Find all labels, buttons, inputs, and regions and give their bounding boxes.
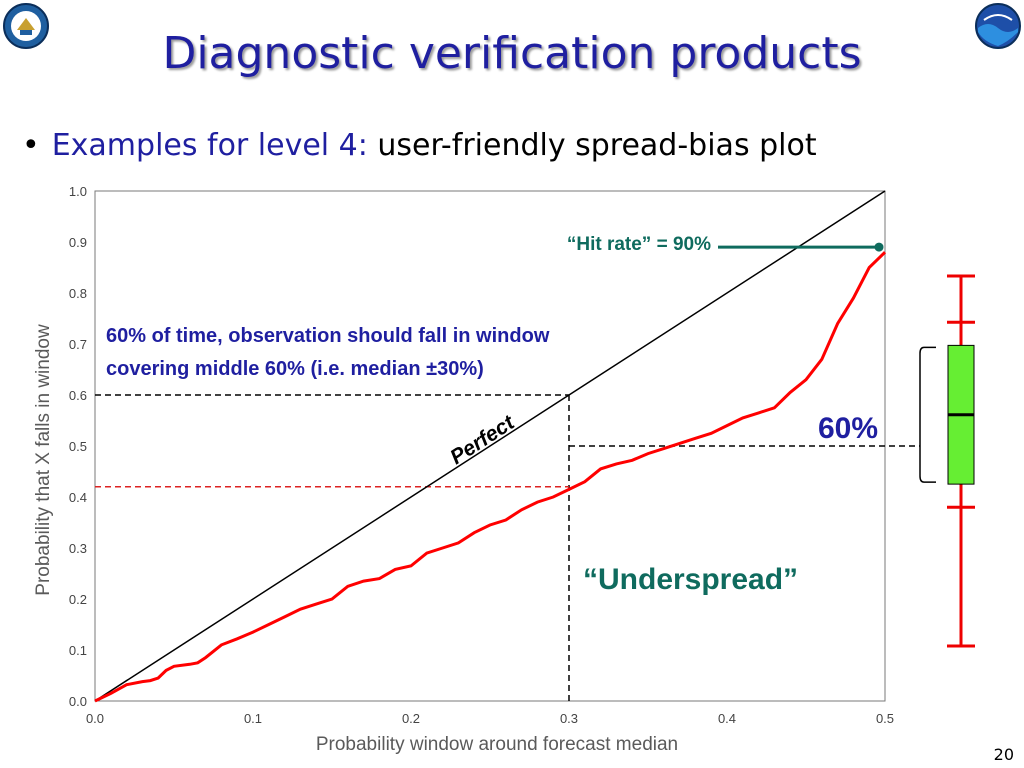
noaa-logo-icon (975, 3, 1021, 49)
x-tick-label: 0.0 (86, 711, 104, 726)
underspread-label: “Underspread” (583, 563, 798, 596)
y-tick-label: 0.4 (69, 490, 87, 505)
y-axis-label: Probability that X falls in window (33, 324, 54, 596)
commerce-seal-icon (3, 3, 49, 49)
bullet-lead-text: Examples for level 4: (51, 128, 368, 163)
y-tick-labels: 0.0 0.1 0.2 0.3 0.4 0.5 0.6 0.7 0.8 0.9 1.0 (69, 184, 87, 709)
y-tick-label: 0.9 (69, 235, 87, 250)
window-note-line2: covering middle 60% (i.e. median ±30%) (106, 358, 484, 380)
bullet-dot-icon: • (22, 128, 40, 163)
y-tick-label: 0.7 (69, 337, 87, 352)
y-tick-label: 0.1 (69, 643, 87, 658)
y-tick-label: 0.2 (69, 592, 87, 607)
box-plot (919, 274, 975, 648)
x-tick-label: 0.1 (244, 711, 262, 726)
window-note-line1: 60% of time, observation should fall in … (106, 325, 550, 347)
y-tick-label: 0.0 (69, 694, 87, 709)
y-tick-label: 0.8 (69, 286, 87, 301)
y-tick-label: 1.0 (69, 184, 87, 199)
x-axis-label: Probability window around forecast media… (316, 734, 678, 755)
hit-rate-marker (874, 242, 884, 252)
y-tick-label: 0.6 (69, 388, 87, 403)
x-tick-label: 0.5 (876, 711, 894, 726)
x-tick-label: 0.3 (560, 711, 578, 726)
bullet-item: • Examples for level 4: user-friendly spr… (22, 128, 817, 163)
slide-title: Diagnostic verification products (162, 28, 862, 79)
perfect-label: Perfect (446, 411, 519, 470)
y-tick-label: 0.5 (69, 439, 87, 454)
sixty-percent-label: 60% (818, 412, 878, 445)
slide-number: 20 (993, 745, 1014, 764)
bullet-rest-text: user-friendly spread-bias plot (367, 128, 817, 163)
box-plot-bracket (919, 346, 936, 483)
x-tick-label: 0.2 (402, 711, 420, 726)
y-tick-label: 0.3 (69, 541, 87, 556)
x-tick-labels: 0.0 0.1 0.2 0.3 0.4 0.5 (86, 711, 894, 726)
series-perfect-line (94, 190, 886, 702)
x-tick-label: 0.4 (718, 711, 736, 726)
hit-rate-label: “Hit rate” = 90% (567, 234, 711, 255)
series-observed-line (94, 251, 887, 703)
